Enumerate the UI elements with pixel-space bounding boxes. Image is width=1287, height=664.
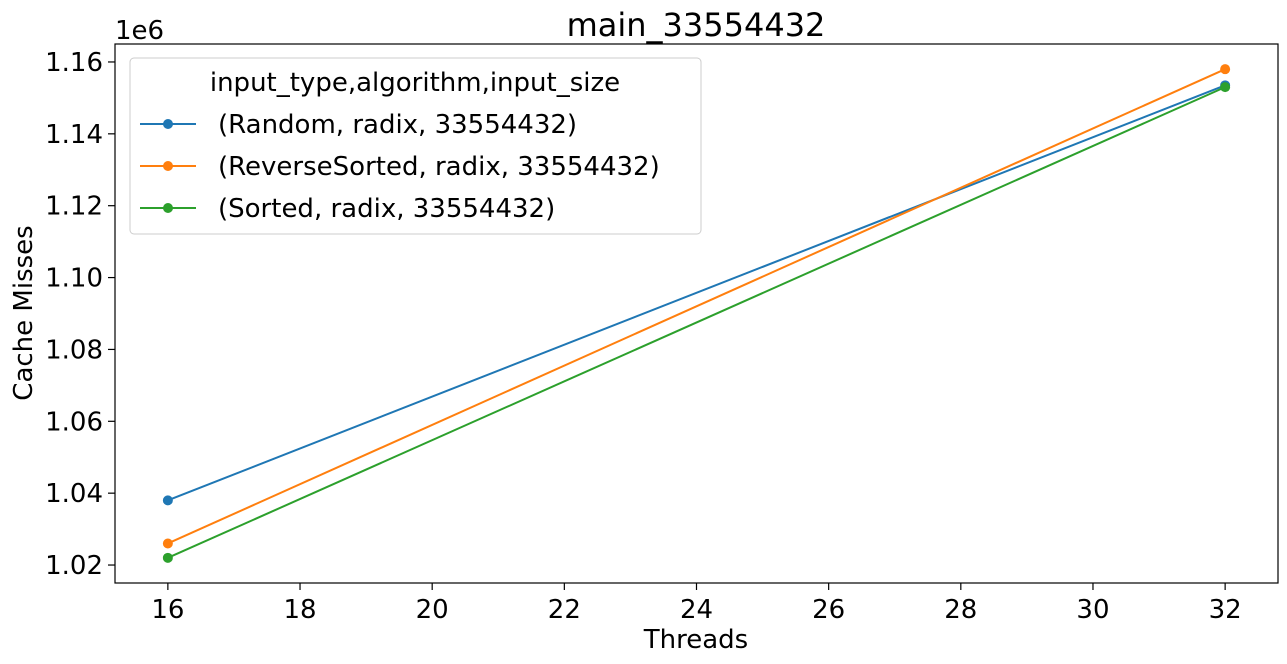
y-tick-label: 1.08 xyxy=(45,335,103,365)
y-axis-label: Cache Misses xyxy=(9,225,39,400)
x-tick-label: 28 xyxy=(944,595,977,625)
y-tick-label: 1.16 xyxy=(45,48,103,78)
x-axis-label: Threads xyxy=(643,625,748,655)
series-line xyxy=(167,68,1226,545)
data-point xyxy=(1220,82,1231,93)
y-tick-label: 1.04 xyxy=(45,479,103,509)
y-tick-label: 1.14 xyxy=(45,120,103,150)
x-tick-label: 18 xyxy=(283,595,316,625)
series-line xyxy=(167,84,1226,502)
legend: input_type,algorithm,input_size (Random,… xyxy=(129,57,702,235)
legend-label: (Sorted, radix, 33554432) xyxy=(218,194,555,224)
series-2 xyxy=(162,64,1231,549)
x-tick-label: 22 xyxy=(548,595,581,625)
x-tick-label: 20 xyxy=(416,595,449,625)
series-3 xyxy=(162,82,1231,563)
legend-swatch-marker xyxy=(163,119,173,129)
legend-entry: (Random, radix, 33554432) xyxy=(140,110,577,140)
legend-box xyxy=(129,57,702,235)
data-point xyxy=(162,495,173,506)
x-tick-label: 32 xyxy=(1209,595,1242,625)
y-tick-label: 1.06 xyxy=(45,407,103,437)
x-tick-label: 24 xyxy=(680,595,713,625)
y-tick-label: 1.02 xyxy=(45,551,103,581)
x-tick-label: 30 xyxy=(1076,595,1109,625)
legend-swatch-marker xyxy=(163,161,173,171)
data-point xyxy=(1220,64,1231,75)
x-tick-label: 16 xyxy=(151,595,184,625)
legend-entry: (ReverseSorted, radix, 33554432) xyxy=(140,152,660,182)
y-offset-label: 1e6 xyxy=(115,16,164,46)
legend-entry: (Sorted, radix, 33554432) xyxy=(140,194,555,224)
legend-label: (Random, radix, 33554432) xyxy=(218,110,577,140)
chart-title: main_33554432 xyxy=(567,6,826,44)
data-point xyxy=(162,538,173,549)
x-tick-label: 26 xyxy=(812,595,845,625)
y-tick-label: 1.10 xyxy=(45,264,103,294)
legend-title: input_type,algorithm,input_size xyxy=(210,68,620,98)
data-point xyxy=(162,552,173,563)
plot-frame xyxy=(114,43,1279,584)
legend-swatch-marker xyxy=(163,203,173,213)
legend-label: (ReverseSorted, radix, 33554432) xyxy=(218,152,660,182)
series-line xyxy=(167,86,1226,559)
y-tick-label: 1.12 xyxy=(45,192,103,222)
